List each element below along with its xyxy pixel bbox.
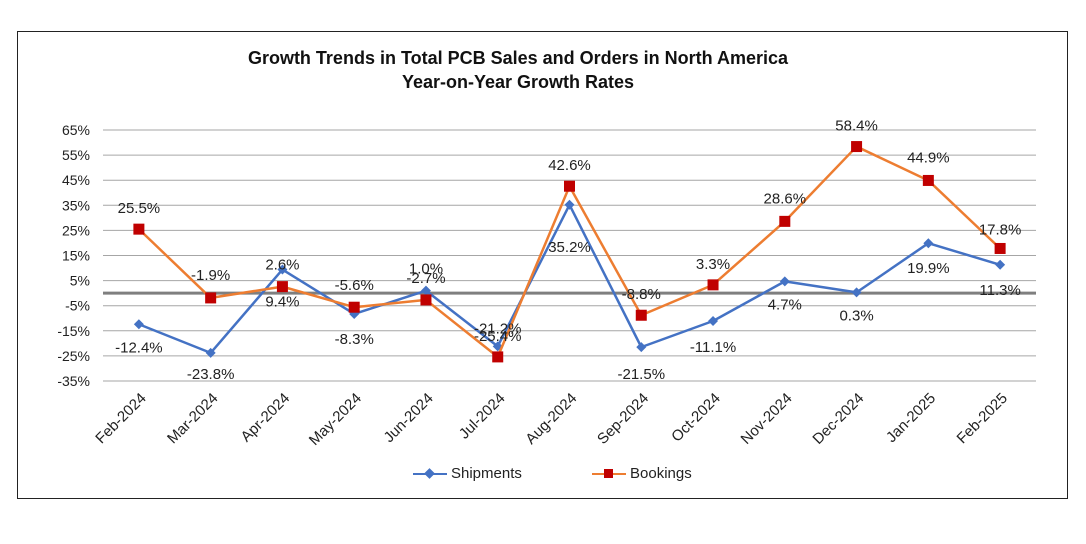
x-tick-label: Mar-2024 bbox=[164, 390, 221, 447]
shipments-data-label: 35.2% bbox=[548, 239, 591, 256]
bookings-point bbox=[205, 292, 217, 304]
bookings-point bbox=[994, 242, 1006, 254]
bookings-point bbox=[492, 351, 504, 363]
x-tick-label: Nov-2024 bbox=[738, 390, 796, 448]
shipments-data-label: 9.4% bbox=[265, 294, 299, 311]
shipments-data-label: -23.8% bbox=[187, 366, 235, 383]
shipments-legend-icon bbox=[413, 467, 447, 480]
shipments-data-label: 1.0% bbox=[409, 261, 443, 278]
bookings-data-label: -8.8% bbox=[622, 286, 661, 303]
x-tick-label: May-2024 bbox=[306, 390, 365, 449]
shipments-point bbox=[923, 238, 934, 249]
x-tick-label: Oct-2024 bbox=[668, 390, 724, 446]
shipments-data-label: 0.3% bbox=[839, 307, 873, 324]
shipments-point bbox=[420, 285, 431, 296]
shipments-point bbox=[277, 264, 288, 275]
legend-label-bookings: Bookings bbox=[630, 465, 692, 482]
shipments-point bbox=[779, 276, 790, 287]
bookings-point bbox=[707, 279, 719, 291]
x-tick-label: Apr-2024 bbox=[238, 390, 294, 446]
bookings-point bbox=[851, 141, 863, 153]
x-tick-label: Jan-2025 bbox=[883, 390, 939, 446]
y-tick-label: -25% bbox=[57, 348, 90, 364]
bookings-data-label: -5.6% bbox=[335, 277, 374, 294]
shipments-point bbox=[708, 316, 719, 327]
bookings-point bbox=[420, 294, 432, 306]
x-tick-label: Feb-2024 bbox=[92, 390, 149, 447]
bookings-point bbox=[779, 215, 791, 227]
bookings-data-label: 28.6% bbox=[764, 190, 807, 207]
shipments-data-label: 11.3% bbox=[979, 282, 1020, 299]
y-tick-label: 65% bbox=[62, 122, 90, 138]
chart-title: Growth Trends in Total PCB Sales and Ord… bbox=[247, 48, 789, 68]
bookings-data-label: 3.3% bbox=[696, 256, 730, 273]
bookings-point bbox=[276, 281, 288, 293]
bookings-legend-icon bbox=[592, 468, 626, 480]
bookings-data-label: 58.4% bbox=[835, 118, 878, 135]
shipments-data-label: -21.5% bbox=[618, 366, 666, 383]
x-tick-label: Jun-2024 bbox=[381, 390, 437, 446]
bookings-point bbox=[133, 223, 145, 235]
y-tick-label: -15% bbox=[57, 323, 90, 339]
shipments-point bbox=[133, 319, 144, 330]
bookings-data-label: -1.9% bbox=[191, 267, 230, 284]
shipments-data-label: -12.4% bbox=[115, 339, 163, 356]
x-tick-label: Feb-2025 bbox=[954, 390, 1011, 447]
x-tick-label: Aug-2024 bbox=[522, 390, 580, 448]
bookings-point bbox=[348, 301, 360, 313]
chart-subtitle: Year-on-Year Growth Rates bbox=[401, 72, 635, 92]
shipments-point bbox=[995, 259, 1006, 270]
y-tick-label: 45% bbox=[62, 172, 90, 188]
shipments-point bbox=[636, 342, 647, 353]
bookings-point bbox=[564, 180, 575, 192]
bookings-data-label: 42.6% bbox=[548, 157, 591, 174]
bookings-data-label: 2.6% bbox=[265, 257, 299, 274]
bookings-point bbox=[922, 174, 934, 186]
shipments-data-label: -8.3% bbox=[335, 331, 374, 348]
y-tick-label: 5% bbox=[70, 273, 90, 289]
bookings-data-label: 44.9% bbox=[907, 149, 950, 166]
bookings-data-label: 17.8% bbox=[979, 221, 1022, 238]
shipments-point bbox=[564, 199, 575, 210]
y-tick-label: 15% bbox=[62, 248, 90, 264]
shipments-data-label: 19.9% bbox=[907, 260, 950, 277]
shipments-point bbox=[205, 347, 216, 358]
shipments-data-label: 4.7% bbox=[768, 296, 802, 313]
bookings-data-label: -25.4% bbox=[474, 328, 522, 345]
y-tick-label: 35% bbox=[62, 197, 90, 213]
legend-item-shipments: Shipments bbox=[413, 465, 522, 482]
y-tick-label: 25% bbox=[62, 222, 90, 238]
bookings-data-label: -2.7% bbox=[406, 270, 445, 287]
x-tick-label: Sep-2024 bbox=[594, 390, 652, 448]
shipments-data-label: -11.1% bbox=[690, 339, 736, 356]
bookings-data-label: 25.5% bbox=[118, 200, 161, 217]
legend-label-shipments: Shipments bbox=[451, 465, 522, 482]
legend-item-bookings: Bookings bbox=[592, 465, 692, 482]
x-tick-label: Dec-2024 bbox=[809, 390, 867, 448]
chart-frame bbox=[17, 31, 1068, 499]
x-tick-label: Jul-2024 bbox=[456, 390, 509, 443]
y-tick-label: 55% bbox=[62, 147, 90, 163]
shipments-point bbox=[851, 287, 862, 298]
y-tick-label: -35% bbox=[57, 373, 90, 389]
bookings-point bbox=[635, 309, 647, 321]
shipments-data-label: -21.2% bbox=[474, 320, 522, 337]
y-tick-label: -5% bbox=[65, 298, 90, 314]
